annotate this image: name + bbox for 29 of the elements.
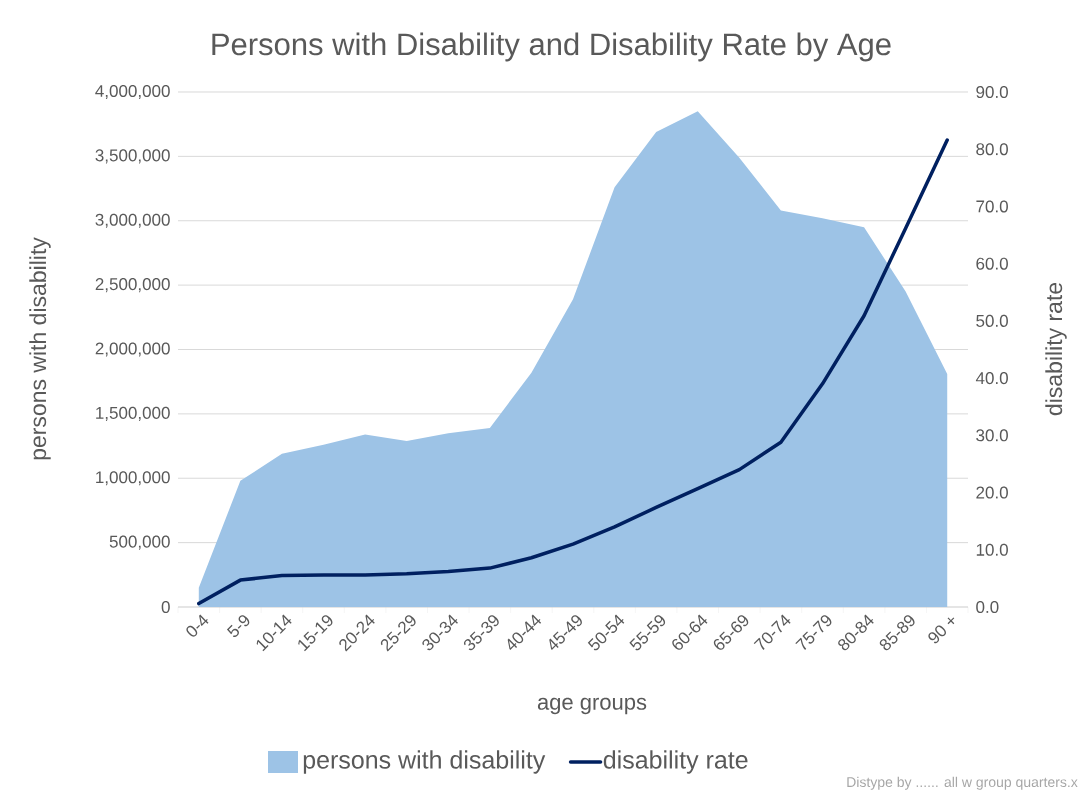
y2-tick-label: 80.0 <box>976 143 1008 156</box>
y2-tick-label: 90.0 <box>976 85 1008 99</box>
y2-axis-title: disability rate <box>1045 282 1067 416</box>
chart-title: Persons with Disability and Disability Rate by Age <box>212 32 891 62</box>
y-tick-label: 3,000,000 <box>95 213 170 228</box>
y-tick-label: 2,000,000 <box>95 342 170 357</box>
y-tick-label: 500,000 <box>109 535 170 550</box>
text: Distype by ...... all w group quarters.x <box>847 776 1078 790</box>
x-tick-label: 90 + <box>928 617 955 644</box>
y-tick-label: 3,500,000 <box>95 149 170 164</box>
y2-tick-label: 10.0 <box>976 543 1008 556</box>
x-tick-label: 0-4 <box>186 614 209 637</box>
y2-tick-label: 30.0 <box>976 429 1008 442</box>
y2-tick-label: 0.0 <box>976 600 999 614</box>
y-tick-label: 4,000,000 <box>95 84 170 100</box>
y2-tick-label: 20.0 <box>976 486 1008 499</box>
y2-tick-label: 70.0 <box>976 200 1008 213</box>
y-tick-label: 2,500,000 <box>95 278 170 293</box>
y2-tick-label: 40.0 <box>975 372 1008 385</box>
legend-label: disability rate <box>603 750 748 774</box>
y-tick-label: 0 <box>161 600 170 614</box>
y-tick-label: 1,000,000 <box>96 471 170 486</box>
y-axis-title: persons with disability <box>29 237 51 460</box>
x-axis-title: age groups <box>537 697 647 715</box>
y2-tick-label: 60.0 <box>976 257 1008 270</box>
y-tick-label: 1,500,000 <box>96 406 170 421</box>
legend-label: persons with disability <box>303 750 546 774</box>
y2-tick-label: 50.0 <box>976 314 1008 327</box>
x-tick-label: 5-9 <box>226 615 250 637</box>
